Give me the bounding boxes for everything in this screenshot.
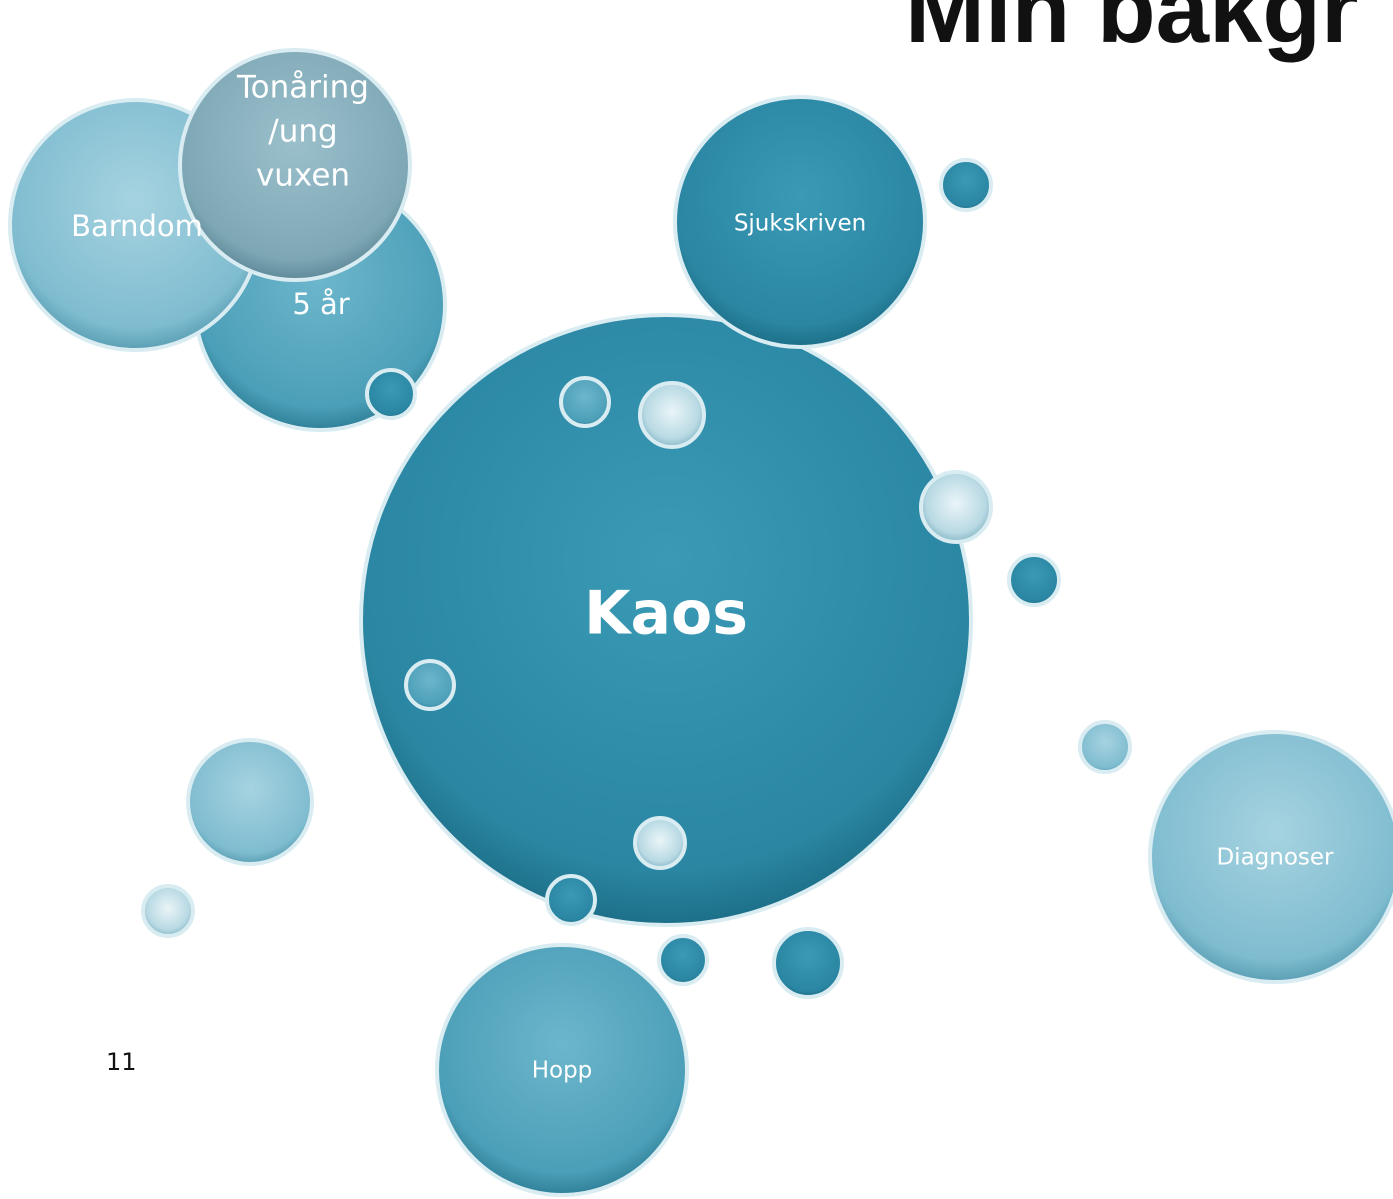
node-label: Diagnoser: [1216, 845, 1334, 871]
node-label: vuxen: [256, 158, 350, 194]
node-label: /ung: [268, 114, 337, 150]
node-label: Hopp: [532, 1058, 593, 1084]
bubble: [435, 943, 689, 1197]
node-label: 5 år: [292, 287, 349, 321]
dot: [1078, 720, 1132, 774]
dot: [404, 659, 456, 711]
node-label: Kaos: [584, 579, 748, 649]
node-label: Sjukskriven: [734, 211, 866, 237]
slide-title: Min bakgr: [905, 0, 1358, 63]
bubble: [359, 313, 973, 927]
dot: [772, 927, 844, 999]
bubble: [1148, 730, 1393, 984]
dot: [141, 884, 195, 938]
dot: [939, 158, 993, 212]
node-label: Barndom: [71, 209, 203, 243]
dot: [638, 381, 706, 449]
dot: [919, 470, 993, 544]
bubbles: [8, 48, 1393, 1197]
dot: [559, 376, 611, 428]
bubble: [673, 95, 927, 349]
bubble: [178, 48, 412, 282]
dot: [633, 816, 687, 870]
dot: [365, 368, 417, 420]
dot: [1007, 553, 1061, 607]
node-label: Tonåring: [236, 70, 369, 106]
dot: [657, 934, 709, 986]
dot: [545, 874, 597, 926]
bubble: [186, 738, 314, 866]
page-number: 11: [106, 1048, 137, 1076]
